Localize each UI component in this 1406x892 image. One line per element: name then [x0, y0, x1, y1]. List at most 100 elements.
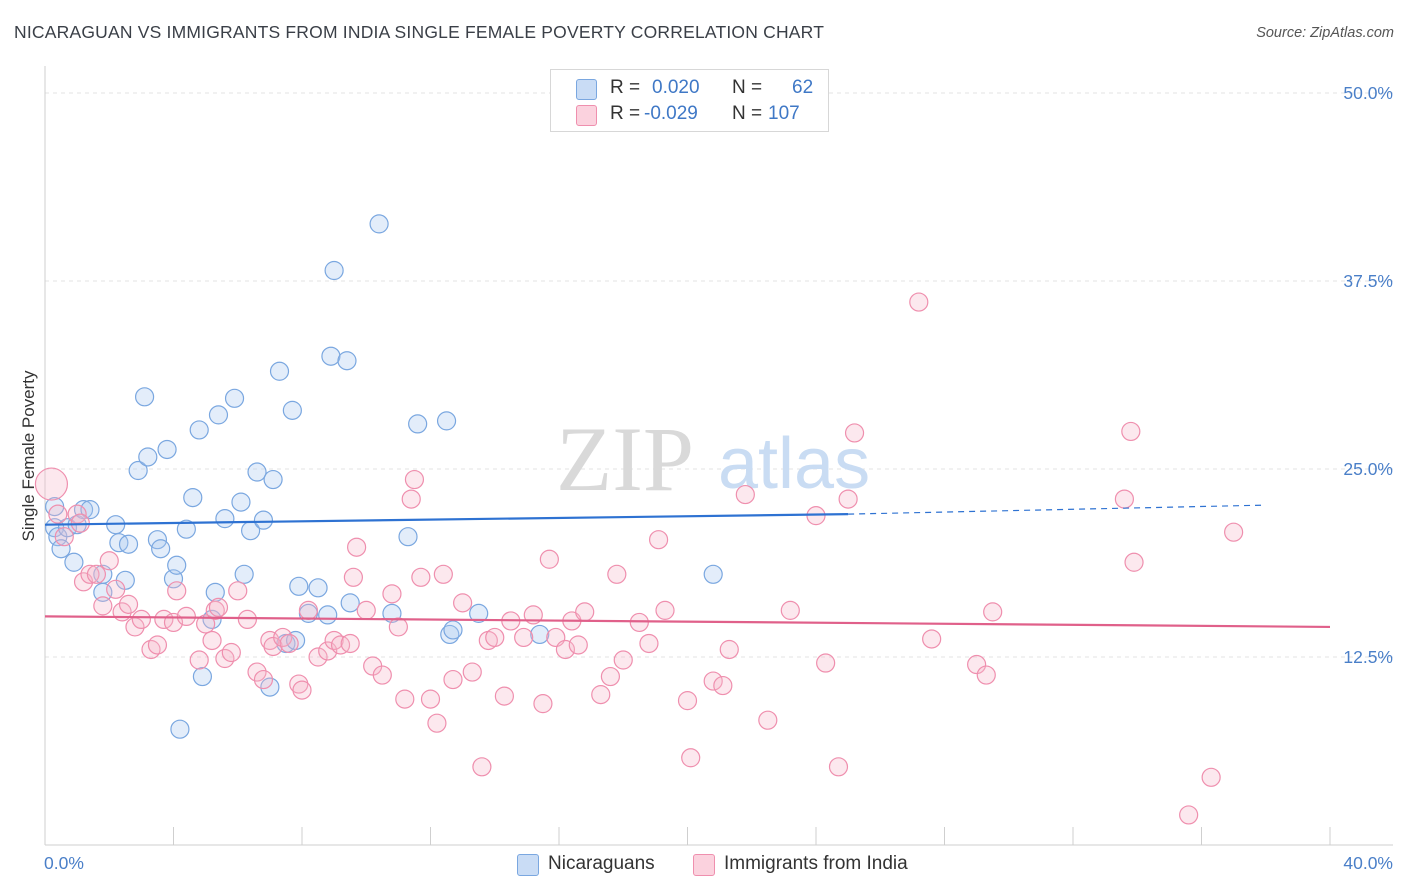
point-india [221, 642, 241, 663]
point-india [485, 627, 505, 648]
point-india [340, 633, 360, 654]
point-nicaraguans [253, 510, 274, 530]
legend-r-value: 0.020 [652, 77, 700, 98]
point-india [343, 567, 363, 587]
point-india [147, 635, 168, 655]
point-india [600, 666, 621, 687]
point-nicaraguans [321, 346, 341, 366]
trend-line-extension [848, 504, 1266, 515]
point-india [655, 600, 675, 620]
x-tick-label-min: 0.0% [44, 853, 84, 873]
point-india [539, 549, 559, 569]
point-india [118, 594, 139, 614]
point-nicaraguans [157, 439, 177, 460]
point-india [205, 600, 225, 620]
point-india [420, 689, 441, 709]
legend-r-label: R = [610, 103, 641, 124]
source-credit: Source: ZipAtlas.com [1256, 25, 1394, 41]
point-nicaraguans [118, 534, 139, 554]
point-india [167, 581, 187, 601]
y-tick-label: 50.0% [1343, 83, 1393, 103]
point-nicaraguans [436, 411, 457, 431]
point-india [677, 691, 698, 711]
y-tick-label: 12.5% [1343, 647, 1393, 667]
point-nicaraguans [170, 719, 190, 739]
point-india [703, 671, 723, 691]
bottom-legend-label: Nicaraguans [548, 853, 655, 874]
grid-lines [45, 92, 1393, 658]
point-india [453, 593, 473, 613]
point-india [247, 662, 267, 682]
point-nicaraguans [340, 593, 360, 613]
point-india [253, 669, 274, 690]
point-nicaraguans [398, 527, 418, 547]
point-india [202, 630, 222, 651]
point-nicaraguans [109, 533, 129, 553]
point-india [404, 469, 425, 490]
point-india [816, 653, 836, 673]
point-nicaraguans [443, 620, 463, 640]
point-india [575, 602, 595, 622]
point-india [909, 292, 929, 312]
point-nicaraguans [234, 564, 254, 584]
point-india [292, 680, 312, 700]
legend-n-label: N = [732, 103, 763, 124]
x-tick-label-max: 40.0% [1343, 853, 1393, 873]
point-india [382, 584, 402, 604]
bottom-legend-swatch-blue [517, 854, 539, 876]
point-india [308, 647, 328, 667]
point-india [555, 639, 576, 660]
point-india [613, 650, 633, 670]
point-india [1114, 489, 1135, 509]
point-india [401, 489, 421, 509]
point-india [86, 564, 107, 584]
point-india [189, 650, 209, 670]
legend-swatch-blue [576, 79, 597, 100]
point-india [279, 633, 299, 654]
y-tick-label: 25.0% [1343, 459, 1393, 479]
point-nicaraguans [224, 388, 245, 408]
point-india [289, 674, 309, 694]
point-india [780, 600, 800, 620]
point-nicaraguans [189, 420, 209, 440]
point-nicaraguans [167, 555, 187, 575]
point-india [681, 748, 701, 768]
bottom-legend-swatch-pink [693, 854, 715, 876]
point-india [106, 579, 126, 599]
point-india [1121, 421, 1141, 442]
point-india [758, 710, 778, 730]
point-india [713, 675, 733, 696]
point-nicaraguans [247, 462, 267, 482]
point-india [131, 609, 151, 630]
point-nicaraguans [138, 447, 158, 467]
axes [44, 66, 1393, 846]
legend-row-nicaraguans: R = 0.020 N = 62 [576, 75, 826, 101]
point-india [1124, 552, 1144, 572]
point-india [591, 685, 611, 705]
legend-swatch-pink [576, 105, 597, 126]
point-nicaraguans [208, 405, 229, 425]
point-india [1179, 805, 1199, 825]
point-nicaraguans [183, 487, 203, 508]
point-india [228, 581, 248, 601]
point-india [472, 757, 492, 777]
chart-title: NICARAGUAN VS IMMIGRANTS FROM INDIA SING… [14, 22, 825, 42]
legend-n-value: 107 [768, 103, 800, 124]
point-india [514, 627, 534, 648]
point-nicaraguans [269, 361, 290, 381]
point-india [639, 633, 659, 654]
point-india [427, 713, 447, 733]
point-india [347, 537, 367, 557]
point-nicaraguans [51, 539, 71, 559]
point-india [648, 530, 669, 550]
stats-legend: R = 0.020 N = 62 R = -0.029 N = 107 [550, 69, 829, 132]
bottom-legend-label: Immigrants from India [724, 853, 908, 874]
legend-n-label: N = [732, 77, 763, 98]
point-india [844, 423, 865, 443]
legend-n-value: 62 [792, 77, 814, 98]
point-nicaraguans [369, 214, 389, 234]
point-nicaraguans [192, 666, 213, 687]
point-india [298, 600, 319, 620]
point-india [196, 614, 216, 634]
